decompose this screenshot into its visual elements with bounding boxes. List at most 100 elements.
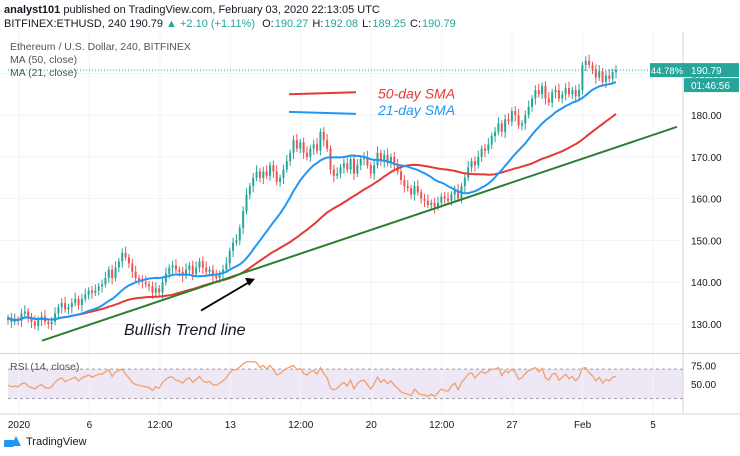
candle-body — [567, 88, 570, 95]
candle-body — [161, 282, 164, 293]
candle-body — [20, 313, 23, 321]
candle-body — [430, 202, 433, 205]
candle-body — [208, 269, 211, 272]
candle-body — [94, 290, 97, 293]
candle-body — [248, 186, 251, 195]
symbol-info: BITFINEX:ETHUSD, 240 190.79 ▲ +2.10 (+1.… — [4, 18, 457, 30]
candle-body — [70, 303, 73, 308]
ohlc-values: O:190.27 H:192.08 L:189.25 C:190.79 — [262, 18, 457, 30]
candle-body — [406, 186, 409, 189]
candle-body — [285, 161, 288, 170]
candle-body — [517, 115, 520, 126]
candle-body — [90, 290, 93, 293]
candle-body — [514, 110, 517, 116]
candle-body — [527, 106, 530, 116]
ma50-line — [7, 113, 617, 322]
low-value: 189.25 — [372, 18, 406, 30]
candle-body — [369, 165, 372, 174]
legend-ma50: MA (50, close) — [10, 54, 78, 66]
candle-body — [312, 144, 315, 149]
candle-body — [336, 173, 339, 176]
candle-body — [158, 288, 161, 293]
candle-body — [349, 159, 352, 170]
candle-body — [64, 303, 67, 310]
candle-body — [423, 198, 426, 201]
open-label: O: — [262, 18, 274, 30]
candle-body — [225, 263, 228, 270]
price-tick-label: 160.00 — [691, 195, 722, 206]
candle-body — [164, 273, 167, 283]
candle-body — [104, 278, 107, 285]
candle-body — [23, 311, 26, 314]
rsi-tick-label: 75.00 — [691, 361, 716, 372]
time-tick-label: 27 — [507, 420, 519, 431]
time-tick-label: 2020 — [8, 420, 31, 431]
candle-body — [581, 65, 584, 91]
candle-body — [614, 70, 618, 73]
candle-body — [386, 154, 389, 164]
candle-body — [221, 269, 224, 274]
candle-body — [494, 131, 497, 137]
time-tick-label: 5 — [650, 420, 656, 431]
candle-body — [359, 159, 362, 166]
candle-body — [500, 123, 503, 132]
candle-body — [440, 196, 443, 203]
time-tick-label: 12:00 — [147, 420, 172, 431]
candle-body — [490, 136, 493, 145]
candle-body — [299, 142, 302, 149]
candle-body — [107, 269, 110, 279]
candle-body — [329, 148, 332, 170]
candle-body — [201, 261, 204, 268]
tradingview-logo-icon — [4, 436, 22, 448]
last-price: 190.79 — [129, 18, 163, 30]
candle-body — [410, 188, 413, 195]
candle-body — [269, 165, 272, 176]
candle-body — [473, 161, 476, 166]
sma21-annotation: 21-day SMA — [377, 102, 455, 118]
price-tick-label: 170.00 — [691, 153, 722, 164]
candle-body — [174, 265, 177, 270]
candle-body — [608, 75, 611, 79]
time-tick-label: 12:00 — [288, 420, 313, 431]
candle-body — [191, 265, 194, 274]
candle-body — [235, 240, 238, 243]
price-tag-text: 190.79 — [691, 66, 722, 77]
sma21-key-line — [288, 110, 357, 115]
candle-body — [507, 119, 510, 122]
time-tick-label: 20 — [366, 420, 378, 431]
candle-body — [356, 165, 359, 174]
candle-body — [400, 171, 403, 180]
candle-body — [57, 307, 60, 314]
tradingview-brand[interactable]: TradingView — [4, 436, 87, 448]
candle-body — [524, 115, 527, 124]
low-label: L: — [362, 18, 372, 30]
candle-body — [591, 65, 594, 70]
candle-body — [258, 171, 261, 178]
candle-body — [450, 194, 453, 201]
pct-tag-text: 44.78% — [651, 66, 684, 77]
candle-body — [443, 196, 446, 199]
candle-body — [238, 227, 241, 241]
candle-body — [67, 307, 70, 310]
high-value: 192.08 — [324, 18, 359, 30]
candle-body — [245, 194, 248, 212]
candle-body — [255, 171, 258, 178]
candle-body — [178, 269, 181, 272]
symbol-label[interactable]: BITFINEX:ETHUSD, 240 — [4, 18, 127, 30]
author-name[interactable]: analyst101 — [4, 4, 61, 16]
brand-text: TradingView — [26, 436, 87, 448]
legend-rsi: RSI (14, close) — [10, 361, 80, 373]
candle-body — [198, 261, 201, 268]
candle-body — [332, 169, 335, 176]
price-tick-label: 180.00 — [691, 111, 722, 122]
candle-body — [87, 290, 90, 295]
candle-body — [148, 284, 151, 287]
candle-body — [383, 154, 386, 162]
candle-body — [27, 311, 30, 318]
candle-body — [393, 156, 396, 166]
candle-body — [309, 148, 312, 157]
candle-body — [601, 71, 604, 82]
candle-body — [205, 267, 208, 272]
candle-body — [389, 156, 392, 164]
